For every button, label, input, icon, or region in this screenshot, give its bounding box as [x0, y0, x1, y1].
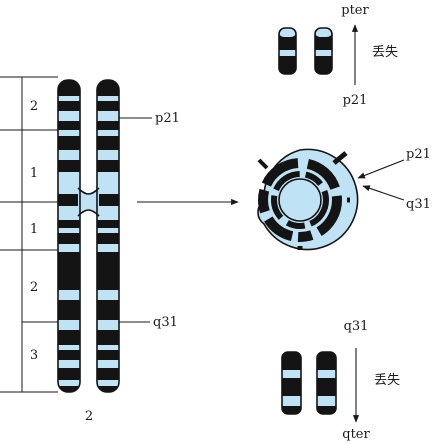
region-scale-bar: 2 1 1 2 3 — [0, 76, 58, 393]
ring-label-p21: p21 — [406, 147, 431, 162]
region-label-q3: 3 — [30, 348, 38, 363]
arrow-ring-q31 — [362, 185, 405, 201]
chromatid-right — [97, 80, 119, 392]
fragment-bottom-loss-label: 丢失 — [374, 373, 400, 388]
band-label-p21: p21 — [155, 111, 180, 126]
arrow-ring-p21 — [357, 159, 405, 179]
fragment-top-loss-label: 丢失 — [372, 45, 398, 60]
region-label-q2: 2 — [30, 280, 38, 295]
fragment-top-p21-label: p21 — [343, 93, 368, 108]
ring-chromosome: p21 q31 — [257, 147, 431, 251]
ring-label-q31: q31 — [406, 197, 431, 212]
region-label-q1: 1 — [30, 222, 38, 237]
fragment-top-pter-label: pter — [341, 3, 369, 18]
fragment-bottom-q31-label: q31 — [344, 319, 369, 334]
region-label-p2: 2 — [30, 99, 38, 114]
chromosome-label: 2 — [85, 409, 93, 424]
band-label-q31: q31 — [153, 315, 178, 330]
chromatid-left — [58, 80, 80, 392]
chromosome-2: p21 q31 2 — [57, 79, 180, 424]
lost-fragment-pter: pter p21 丢失 — [278, 3, 398, 108]
fragment-bottom-qter-label: qter — [342, 427, 370, 442]
lost-fragment-qter: q31 qter 丢失 — [281, 319, 400, 442]
centromere — [78, 188, 99, 216]
region-label-p1: 1 — [30, 166, 38, 181]
